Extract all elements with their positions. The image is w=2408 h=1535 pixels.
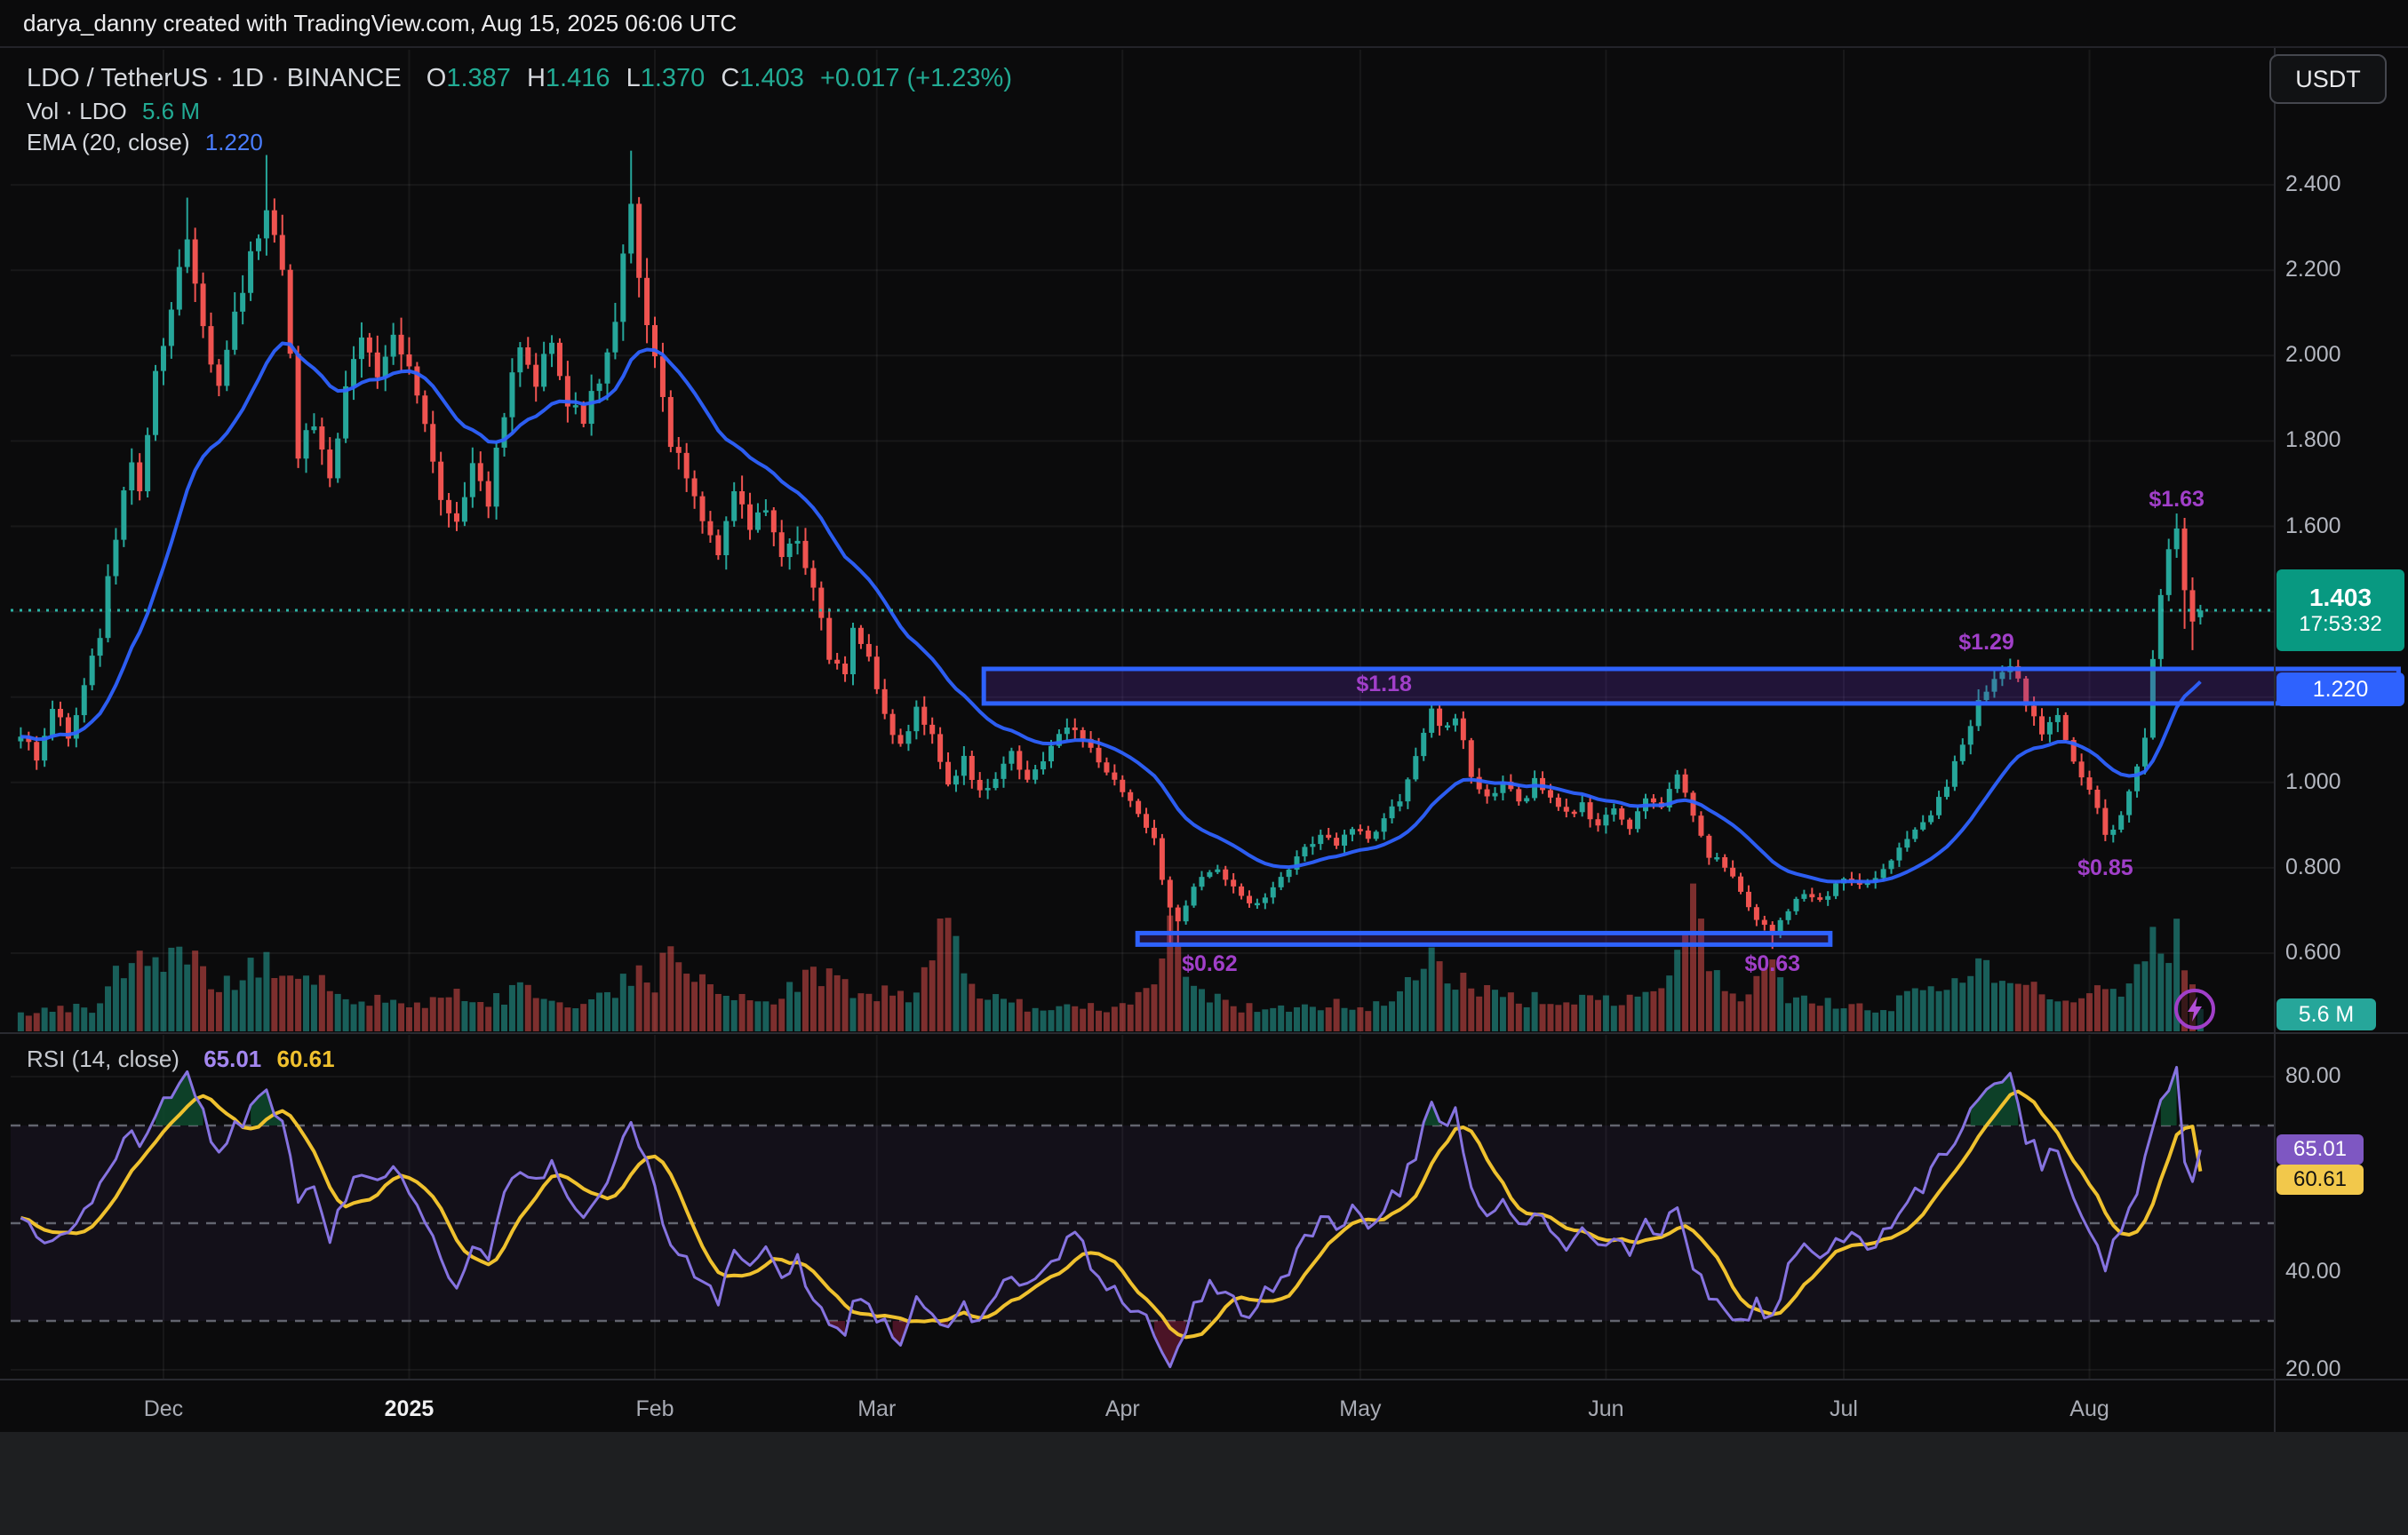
rsi-tick-label: 80.00 bbox=[2285, 1063, 2341, 1088]
price-annotation: $1.29 bbox=[1958, 629, 2014, 655]
month-label: Jul bbox=[1830, 1396, 1858, 1421]
rsi-value: 65.01 bbox=[203, 1046, 262, 1072]
rsi-badge: 65.01 bbox=[2276, 1134, 2364, 1165]
ema-label: EMA (20, close) bbox=[27, 129, 190, 155]
volume-layer bbox=[17, 883, 2204, 1031]
price-tick-label: 0.600 bbox=[2285, 940, 2341, 965]
volume-badge-value: 5.6 M bbox=[2298, 1001, 2355, 1027]
high-label: H bbox=[526, 64, 546, 92]
bar-countdown: 17:53:32 bbox=[2299, 612, 2382, 637]
price-tick-label: 2.000 bbox=[2285, 342, 2341, 368]
ema-price-badge: 1.220 bbox=[2276, 672, 2404, 706]
open-label: O bbox=[426, 64, 447, 92]
rsi-oversold-fill bbox=[829, 1321, 846, 1336]
rsi-ma-line bbox=[20, 1089, 2203, 1340]
rsi-overbought-fill bbox=[1423, 1102, 1440, 1125]
rsi-label: RSI (14, close) bbox=[27, 1046, 179, 1072]
resistance-zone[interactable] bbox=[981, 666, 2401, 706]
rsi-ma-value: 60.61 bbox=[276, 1046, 335, 1072]
symbol-legend-row[interactable]: LDO / TetherUS · 1D · BINANCE O1.387 H1.… bbox=[27, 64, 1012, 93]
month-label: Dec bbox=[143, 1396, 184, 1421]
rsi-tick-label: 20.00 bbox=[2285, 1356, 2341, 1381]
month-label: Mar bbox=[857, 1396, 897, 1421]
month-label: May bbox=[1339, 1396, 1382, 1421]
price-tick-label: 1.800 bbox=[2285, 427, 2341, 453]
ema-badge-value: 1.220 bbox=[2312, 676, 2369, 702]
low-label: L bbox=[626, 64, 641, 92]
month-label: Aug bbox=[2069, 1396, 2109, 1421]
price-tick-label: 1.600 bbox=[2285, 513, 2341, 538]
month-label: 2025 bbox=[384, 1396, 435, 1421]
symbol-title: LDO / TetherUS · 1D · BINANCE bbox=[27, 64, 402, 92]
rsi-badge-value: 65.01 bbox=[2292, 1137, 2348, 1162]
support-zone[interactable] bbox=[1135, 930, 1833, 947]
high-value: 1.416 bbox=[545, 64, 610, 92]
rsi-overbought-fill bbox=[1970, 1073, 2019, 1125]
price-tick-label: 0.800 bbox=[2285, 854, 2341, 879]
candles-layer bbox=[18, 150, 2204, 950]
ema-value: 1.220 bbox=[204, 129, 263, 155]
rsi-legend-row[interactable]: RSI (14, close) 65.01 60.61 bbox=[27, 1046, 335, 1073]
close-value: 1.403 bbox=[739, 64, 804, 92]
price-tick-label: 1.000 bbox=[2285, 768, 2341, 794]
currency-toggle-label: USDT bbox=[2295, 65, 2361, 92]
price-annotation: $0.63 bbox=[1744, 950, 1800, 976]
price-annotation: $0.62 bbox=[1182, 950, 1238, 976]
rsi-line bbox=[20, 1065, 2202, 1369]
month-label: Apr bbox=[1104, 1396, 1140, 1421]
change-value: +0.017 (+1.23%) bbox=[819, 64, 1012, 92]
last-price-value: 1.403 bbox=[2308, 584, 2372, 612]
price-annotation: $0.85 bbox=[2077, 855, 2133, 880]
credit-text: darya_danny created with TradingView.com… bbox=[23, 10, 738, 36]
price-tick-label: 2.200 bbox=[2285, 257, 2341, 282]
footer-bar: TradingView bbox=[0, 1432, 2408, 1535]
last-price-badge: 1.403 17:53:32 bbox=[2276, 569, 2404, 651]
rsi-oversold-fill bbox=[892, 1321, 909, 1346]
currency-toggle-button[interactable]: USDT bbox=[2269, 54, 2387, 104]
volume-label: Vol · LDO bbox=[27, 98, 127, 124]
rsi-tick-label: 40.00 bbox=[2285, 1259, 2341, 1284]
open-value: 1.387 bbox=[446, 64, 511, 92]
rsi-ma-badge: 60.61 bbox=[2276, 1165, 2364, 1195]
close-label: C bbox=[721, 64, 740, 92]
price-annotation: $1.63 bbox=[2149, 486, 2205, 512]
volume-value: 5.6 M bbox=[141, 98, 200, 124]
volume-legend-row[interactable]: Vol · LDO 5.6 M bbox=[27, 98, 200, 125]
volume-badge: 5.6 M bbox=[2276, 998, 2376, 1030]
low-value: 1.370 bbox=[640, 64, 706, 92]
lightning-icon[interactable] bbox=[2172, 986, 2218, 1032]
price-tick-label: 2.400 bbox=[2285, 171, 2341, 197]
month-label: Jun bbox=[1588, 1396, 1624, 1421]
ema-line bbox=[20, 341, 2202, 884]
ema-legend-row[interactable]: EMA (20, close) 1.220 bbox=[27, 129, 263, 156]
credit-bar: darya_danny created with TradingView.com… bbox=[0, 0, 2408, 48]
grid-layer bbox=[11, 50, 2275, 1380]
rsi-ma-badge-value: 60.61 bbox=[2292, 1167, 2348, 1192]
price-annotation: $1.18 bbox=[1356, 672, 1412, 697]
month-label: Feb bbox=[635, 1396, 674, 1421]
